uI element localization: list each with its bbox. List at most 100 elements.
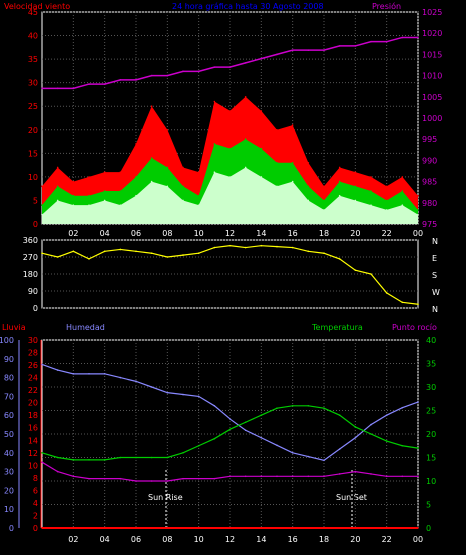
wind-point xyxy=(197,171,200,173)
compass-label: E xyxy=(432,254,437,263)
dewpoint-point xyxy=(323,475,325,478)
wind-point xyxy=(182,185,184,188)
dewpoint-point xyxy=(276,475,278,478)
humidity-point xyxy=(338,448,341,450)
wind-point xyxy=(291,124,294,126)
wind-point xyxy=(166,166,169,169)
wind-x-tick-label: 14 xyxy=(256,229,266,238)
direction-point xyxy=(182,254,184,256)
direction-point xyxy=(88,258,90,260)
climate-x-tick-label: 22 xyxy=(382,535,392,544)
pressure-tick-label: 1025 xyxy=(422,8,442,17)
pressure-tick-label: 985 xyxy=(422,178,437,187)
humidity-tick-label: 40 xyxy=(4,449,14,458)
wind-point xyxy=(119,190,122,192)
temperature-point xyxy=(135,456,137,459)
temperature-point xyxy=(229,428,231,431)
sunrise-label: Sun Rise xyxy=(148,493,183,502)
temperature-point xyxy=(385,440,388,442)
dewpoint-point xyxy=(182,477,184,480)
rain-point xyxy=(41,527,43,529)
humidity-point xyxy=(291,452,294,454)
dewpoint-point xyxy=(370,473,372,475)
direction-tick-label: 360 xyxy=(23,236,38,245)
rain-axis-title: Lluvia xyxy=(2,323,26,332)
pressure-point xyxy=(88,83,90,85)
wind-point xyxy=(119,204,122,206)
wind-point xyxy=(323,185,325,188)
wind-point xyxy=(56,185,59,188)
rain-tick-label: 4 xyxy=(33,499,38,508)
humidity-point xyxy=(229,418,231,420)
rain-point xyxy=(166,527,169,529)
pressure-point xyxy=(260,57,263,60)
direction-panel-frame xyxy=(41,239,419,309)
compass-label: S xyxy=(432,271,437,280)
direction-point xyxy=(103,250,106,253)
climate-x-tick-label: 02 xyxy=(68,535,78,544)
climate-x-tick-label: 18 xyxy=(319,535,329,544)
direction-point xyxy=(135,250,137,253)
humidity-point xyxy=(182,393,184,396)
temperature-point xyxy=(338,414,341,417)
rain-point xyxy=(182,527,184,529)
direction-point xyxy=(370,273,372,275)
humidity-tick-label: 30 xyxy=(4,468,14,477)
wind-point xyxy=(354,185,357,188)
rain-point xyxy=(385,527,388,529)
wind-point xyxy=(213,100,216,103)
wind-x-tick-label: 06 xyxy=(131,229,141,238)
pressure-point xyxy=(244,62,247,64)
temperature-tick-label: 25 xyxy=(426,407,436,416)
humidity-point xyxy=(401,406,404,409)
wind-point xyxy=(370,190,372,192)
wind-tick-label: 25 xyxy=(28,102,38,111)
wind-point xyxy=(119,171,122,173)
compass-label: N xyxy=(432,237,438,246)
rain-point xyxy=(56,527,59,529)
wind-x-tick-label: 22 xyxy=(382,229,392,238)
wind-point xyxy=(135,176,137,178)
climate-x-tick-label: 06 xyxy=(131,535,141,544)
wind-point xyxy=(291,180,294,183)
direction-point xyxy=(401,301,404,304)
wind-point xyxy=(260,176,263,178)
temperature-tick-label: 35 xyxy=(426,360,436,369)
rain-tick-label: 30 xyxy=(28,336,38,345)
wind-tick-label: 10 xyxy=(28,173,38,182)
dewpoint-point xyxy=(291,475,294,478)
humidity-tick-label: 70 xyxy=(4,392,14,401)
climate-x-tick-label: 08 xyxy=(162,535,172,544)
wind-tick-label: 0 xyxy=(33,220,38,229)
temperature-tick-label: 10 xyxy=(426,477,436,486)
dewpoint-point xyxy=(244,475,247,478)
pressure-point xyxy=(166,74,169,77)
direction-point xyxy=(229,244,231,247)
pressure-point xyxy=(323,49,325,51)
wind-point xyxy=(385,199,388,202)
temperature-point xyxy=(72,459,75,461)
pressure-point xyxy=(370,40,372,43)
direction-point xyxy=(260,244,263,247)
wind-tick-label: 30 xyxy=(28,79,38,88)
wind-point xyxy=(150,105,153,108)
direction-point xyxy=(197,252,200,255)
dewpoint-point xyxy=(354,470,357,473)
dewpoint-point xyxy=(338,473,341,475)
humidity-tick-label: 100 xyxy=(0,336,14,345)
rain-point xyxy=(197,527,200,529)
pressure-tick-label: 995 xyxy=(422,135,437,144)
direction-tick-label: 90 xyxy=(28,287,38,296)
temperature-point xyxy=(56,456,59,459)
wind-point xyxy=(88,204,90,206)
humidity-point xyxy=(276,444,278,447)
temperature-point xyxy=(103,459,106,461)
wind-point xyxy=(182,166,184,169)
humidity-tick-label: 60 xyxy=(4,411,14,420)
wind-tick-label: 45 xyxy=(28,8,38,17)
wind-point xyxy=(401,190,404,192)
wind-point xyxy=(354,171,357,173)
humidity-point xyxy=(417,401,419,403)
pressure-point xyxy=(417,36,419,39)
temperature-point xyxy=(119,456,122,459)
